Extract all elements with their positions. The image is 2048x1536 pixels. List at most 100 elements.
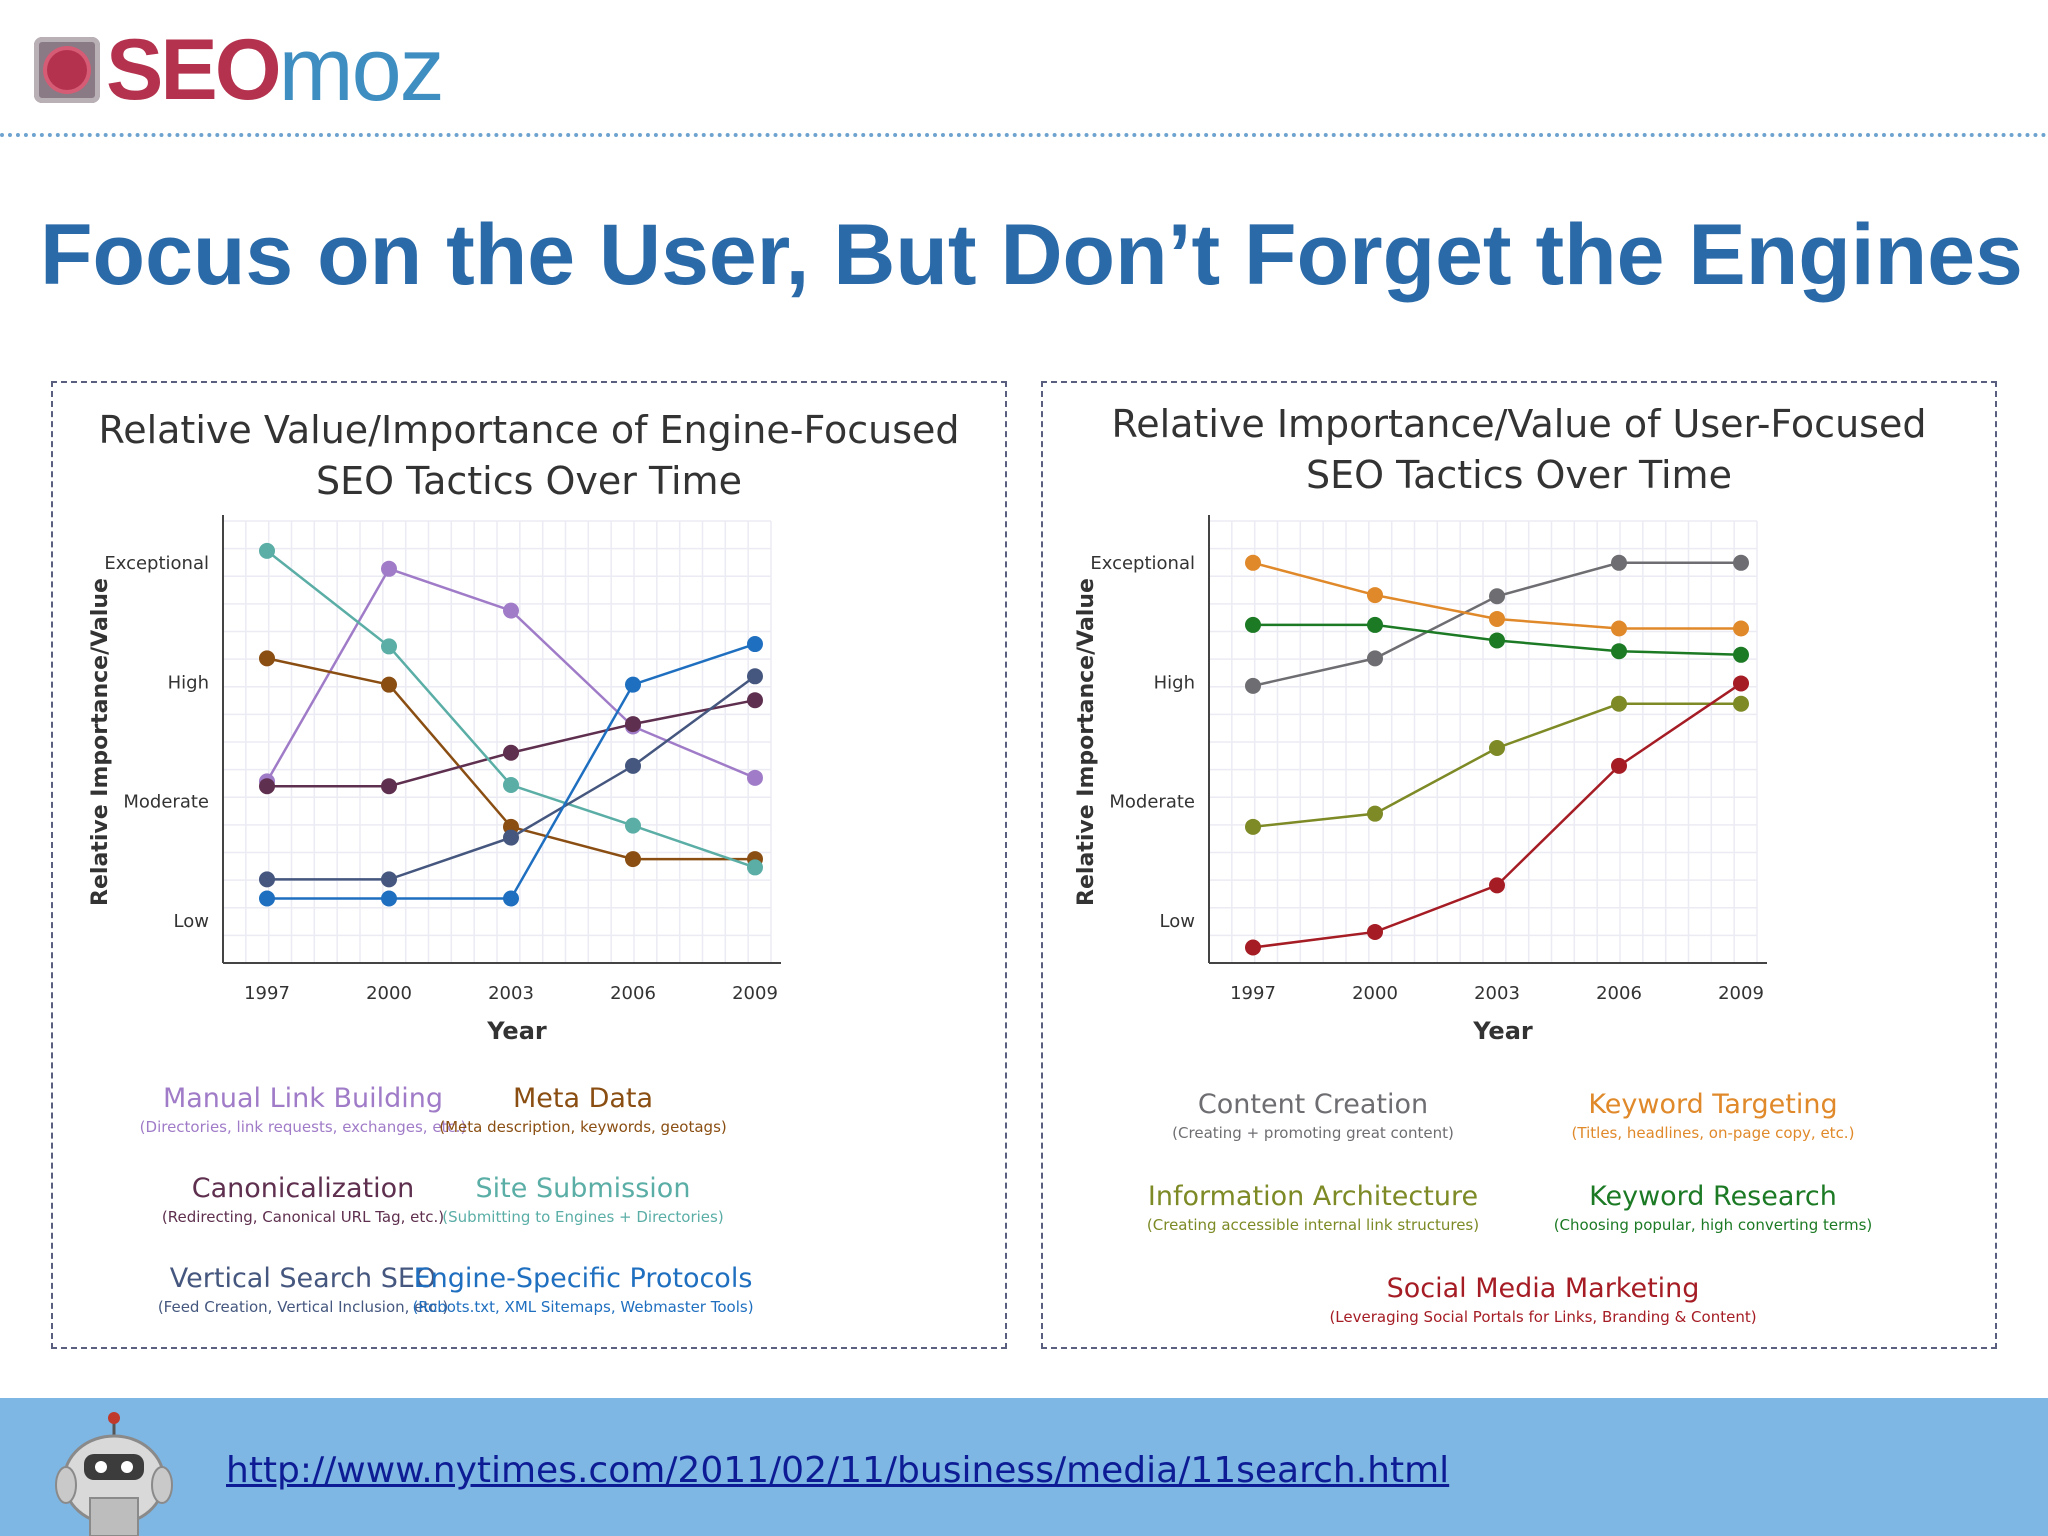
- data-point: [1367, 923, 1383, 940]
- x-tick-label: 2000: [366, 983, 412, 1004]
- data-point: [625, 817, 641, 834]
- legend-item: Manual Link Building (Directories, link r…: [93, 1083, 513, 1139]
- data-point: [1489, 610, 1505, 627]
- legend-series-name: Manual Link Building: [162, 1083, 444, 1114]
- x-axis-label: Year: [486, 1017, 547, 1045]
- data-point: [747, 692, 763, 709]
- legend-item: Information Architecture (Creating access…: [1103, 1181, 1523, 1237]
- data-point: [1367, 587, 1383, 604]
- chart-title: Relative Value/Importance of Engine-Focu…: [53, 405, 1005, 508]
- legend-series-name: Canonicalization: [191, 1173, 415, 1204]
- data-point: [1611, 757, 1627, 774]
- data-point: [625, 716, 641, 733]
- user-focused-chart-panel: Relative Importance/Value of User-Focuse…: [1041, 381, 1997, 1349]
- data-point: [625, 851, 641, 868]
- data-point: [747, 636, 763, 653]
- legend-series-description: (Leveraging Social Portals for Links, Br…: [1329, 1308, 1757, 1327]
- data-point: [747, 668, 763, 685]
- legend-series-name: Site Submission: [475, 1173, 691, 1204]
- logo-seo-text: SEO: [106, 22, 282, 118]
- legend-series-name: Vertical Search SEO: [169, 1263, 437, 1294]
- user-focused-line-chart: Low Moderate High Exceptional 1997 2000 2003 20…: [1074, 515, 1767, 1045]
- slide-title: Focus on the User, But Don’t Forget the …: [40, 207, 2023, 303]
- x-tick-label: 1997: [244, 983, 290, 1004]
- legend-series-description: (Submitting to Engines + Directories): [442, 1208, 724, 1227]
- data-point: [1733, 675, 1749, 692]
- data-point: [381, 638, 397, 655]
- y-axis-label: Relative Importance/Value: [88, 578, 113, 906]
- data-point: [259, 778, 275, 795]
- legend-series-description: (Feed Creation, Vertical Inclusion, etc.…: [157, 1298, 449, 1317]
- chart-title-line-1: Relative Value/Importance of Engine-Focu…: [98, 408, 960, 452]
- legend-series-name: Information Architecture: [1147, 1181, 1479, 1212]
- data-point: [1367, 650, 1383, 667]
- y-tick-label: Low: [1160, 911, 1195, 932]
- legend-series-name: Content Creation: [1197, 1089, 1429, 1120]
- data-point: [1733, 554, 1749, 571]
- logo-moz-text: moz: [278, 20, 445, 120]
- data-point: [1733, 646, 1749, 663]
- legend-series-description: (Meta description, keywords, geotags): [439, 1118, 727, 1137]
- data-point: [259, 650, 275, 667]
- x-tick-label: 2000: [1352, 983, 1398, 1004]
- data-point: [1367, 805, 1383, 822]
- legend-series-name: Social Media Marketing: [1386, 1273, 1700, 1304]
- legend-item: Keyword Targeting (Titles, headlines, on-…: [1503, 1089, 1923, 1145]
- y-tick-label: Exceptional: [1090, 553, 1195, 574]
- legend-item: Meta Data (Meta description, keywords, ge…: [373, 1083, 793, 1139]
- y-axis-label: Relative Importance/Value: [1074, 578, 1099, 906]
- footer-bar: http://www.nytimes.com/2011/02/11/busine…: [0, 1398, 2048, 1536]
- data-point: [1489, 739, 1505, 756]
- data-point: [1489, 588, 1505, 605]
- legend-item: Keyword Research (Choosing popular, high …: [1503, 1181, 1923, 1237]
- data-point: [259, 871, 275, 888]
- series-line: [267, 642, 756, 900]
- data-point: [1245, 616, 1261, 633]
- chart-title-line-2: SEO Tactics Over Time: [316, 459, 742, 504]
- data-point: [747, 769, 763, 786]
- legend-series-name: Engine-Specific Protocols: [413, 1263, 753, 1294]
- series-line: [267, 698, 756, 788]
- legend-item: Canonicalization (Redirecting, Canonical …: [93, 1173, 513, 1229]
- y-tick-label: Moderate: [123, 792, 209, 813]
- legend-series-description: (Redirecting, Canonical URL Tag, etc.): [161, 1208, 445, 1227]
- data-point: [1245, 677, 1261, 694]
- legend-item: Site Submission (Submitting to Engines + …: [373, 1173, 793, 1229]
- legend-series-description: (Creating accessible internal link struc…: [1146, 1216, 1480, 1235]
- data-point: [381, 871, 397, 888]
- x-tick-label: 2006: [1596, 983, 1642, 1004]
- data-point: [1611, 695, 1627, 712]
- roger-robot-icon: [55, 1412, 173, 1536]
- legend-series-description: (Directories, link requests, exchanges, …: [139, 1118, 467, 1137]
- legend-series-description: (Titles, headlines, on-page copy, etc.): [1571, 1124, 1855, 1143]
- legend-series-description: (Creating + promoting great content): [1172, 1124, 1454, 1143]
- data-point: [1611, 620, 1627, 637]
- legend-series-description: (Robots.txt, XML Sitemaps, Webmaster Too…: [412, 1298, 754, 1317]
- data-point: [1611, 643, 1627, 660]
- legend-series-name: Meta Data: [512, 1083, 654, 1114]
- y-tick-label: High: [1154, 672, 1195, 693]
- data-point: [1489, 632, 1505, 649]
- x-tick-label: 1997: [1230, 983, 1276, 1004]
- gear-logo-icon: [34, 37, 100, 103]
- seomoz-logo: SEO moz: [34, 22, 445, 118]
- engine-focused-chart-panel: Relative Value/Importance of Engine-Focu…: [51, 381, 1007, 1349]
- legend-series-name: Keyword Targeting: [1588, 1089, 1838, 1120]
- legend-item: Social Media Marketing (Leveraging Social…: [1243, 1273, 1843, 1329]
- data-point: [259, 890, 275, 907]
- engine-focused-line-chart: Low Moderate High Exceptional 1997 2000 2003 20…: [88, 515, 781, 1045]
- data-point: [503, 744, 519, 761]
- data-point: [1489, 877, 1505, 894]
- chart-title-line-1: Relative Importance/Value of User-Focuse…: [1111, 402, 1927, 446]
- data-point: [1245, 554, 1261, 571]
- data-point: [381, 778, 397, 795]
- x-tick-label: 2003: [488, 983, 534, 1004]
- chart-title-line-2: SEO Tactics Over Time: [1306, 453, 1732, 498]
- y-tick-label: Moderate: [1109, 792, 1195, 813]
- data-point: [1245, 818, 1261, 835]
- header-divider: [0, 133, 2048, 137]
- y-tick-label: High: [168, 672, 209, 693]
- source-article-link[interactable]: http://www.nytimes.com/2011/02/11/busine…: [226, 1450, 1450, 1491]
- data-point: [1611, 554, 1627, 571]
- data-point: [503, 829, 519, 846]
